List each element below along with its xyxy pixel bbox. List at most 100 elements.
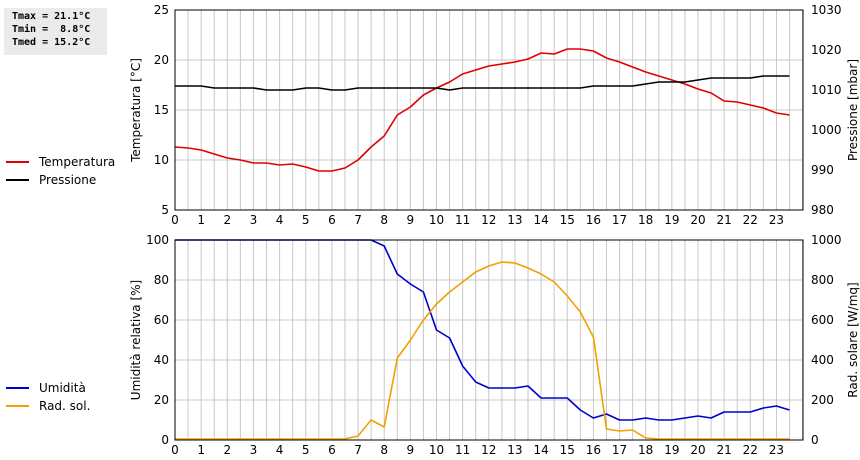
bottom-legend: Umidità Rad. sol. <box>6 379 90 415</box>
chart1-x-tick-label: 21 <box>717 213 732 227</box>
chart2-x-tick-label: 0 <box>171 443 179 457</box>
chart2-y2-axis-title: Rad. solare [W/mq] <box>846 282 860 397</box>
chart1-y-tick-label: 15 <box>154 103 169 117</box>
chart2-x-tick-label: 15 <box>560 443 575 457</box>
chart2-x-tick-label: 21 <box>717 443 732 457</box>
chart2-x-tick-label: 20 <box>690 443 705 457</box>
chart2-y-tick-label: 0 <box>161 433 169 447</box>
chart2-x-tick-label: 19 <box>664 443 679 457</box>
chart1-y-axis-title: Temperatura [°C] <box>129 58 143 163</box>
chart2-y-tick-label: 40 <box>154 353 169 367</box>
chart2-x-tick-label: 4 <box>276 443 284 457</box>
chart2-frame <box>174 239 804 441</box>
legend-swatch-pressione <box>6 179 29 181</box>
chart1-series-2-line <box>175 75 790 91</box>
chart1-x-tick-label: 8 <box>380 213 388 227</box>
chart1-x-tick-label: 4 <box>276 213 284 227</box>
chart2-x-tick-label: 14 <box>533 443 548 457</box>
chart1-x-tick-label: 7 <box>354 213 362 227</box>
chart1-x-tick-label: 12 <box>481 213 496 227</box>
chart1-x-tick-label: 5 <box>302 213 310 227</box>
chart1-y-tick-label: 5 <box>161 203 169 217</box>
chart1-x-tick-label: 15 <box>560 213 575 227</box>
legend-item-temperatura: Temperatura <box>6 153 115 171</box>
chart2-x-tick-label: 2 <box>223 443 231 457</box>
chart2-x-tick-label: 8 <box>380 443 388 457</box>
chart2-y2-tick-label: 200 <box>811 393 834 407</box>
chart2-y-axis-title: Umidità relativa [%] <box>129 280 143 400</box>
chart1-series-1-line <box>174 48 790 172</box>
chart1-x-tick-label: 14 <box>533 213 548 227</box>
chart2-y2-tick-label: 1000 <box>811 233 842 247</box>
chart1-x-tick-label: 11 <box>455 213 470 227</box>
chart2-x-tick-label: 6 <box>328 443 336 457</box>
chart1-x-tick-label: 2 <box>223 213 231 227</box>
chart1-x-tick-label: 19 <box>664 213 679 227</box>
top-legend: Temperatura Pressione <box>6 153 115 189</box>
chart2-x-tick-label: 7 <box>354 443 362 457</box>
chart1-y2-tick-label: 1000 <box>811 123 842 137</box>
chart1-x-tick-label: 16 <box>586 213 601 227</box>
chart2-y-tick-label: 20 <box>154 393 169 407</box>
tmax-text: Tmax = 21.1°C <box>12 11 91 22</box>
chart1-x-tick-label: 22 <box>743 213 758 227</box>
chart2-x-tick-label: 1 <box>197 443 205 457</box>
chart2-x-tick-label: 3 <box>250 443 258 457</box>
legend-label-rad-sol: Rad. sol. <box>39 399 91 413</box>
legend-label-pressione: Pressione <box>39 173 97 187</box>
chart1-y-tick-label: 20 <box>154 53 169 67</box>
chart2-y-tick-label: 100 <box>146 233 169 247</box>
chart2-y2-tick-label: 800 <box>811 273 834 287</box>
chart1-x-tick-label: 9 <box>407 213 415 227</box>
chart1-x-tick-label: 0 <box>171 213 179 227</box>
chart2-y-tick-label: 80 <box>154 273 169 287</box>
chart1-y2-tick-label: 990 <box>811 163 834 177</box>
chart2-x-tick-label: 10 <box>429 443 444 457</box>
chart1-x-tick-label: 17 <box>612 213 627 227</box>
chart2-x-tick-label: 13 <box>507 443 522 457</box>
chart2-x-tick-label: 9 <box>407 443 415 457</box>
chart1-x-tick-label: 23 <box>769 213 784 227</box>
chart2-y2-tick-label: 400 <box>811 353 834 367</box>
chart2-x-tick-label: 17 <box>612 443 627 457</box>
chart2-x-tick-label: 12 <box>481 443 496 457</box>
tmed-text: Tmed = 15.2°C <box>12 37 91 48</box>
chart1-x-tick-label: 18 <box>638 213 653 227</box>
chart1-x-tick-label: 1 <box>197 213 205 227</box>
legend-swatch-umidita <box>6 387 29 389</box>
chart2-y2-tick-label: 0 <box>811 433 819 447</box>
legend-label-temperatura: Temperatura <box>39 155 116 169</box>
chart1-y2-tick-label: 1030 <box>811 3 842 17</box>
chart2-x-tick-label: 18 <box>638 443 653 457</box>
chart1-y-tick-label: 25 <box>154 3 169 17</box>
chart2-x-tick-label: 23 <box>769 443 784 457</box>
chart2-x-tick-label: 22 <box>743 443 758 457</box>
legend-item-rad-sol: Rad. sol. <box>6 397 90 415</box>
chart1-y-tick-label: 10 <box>154 153 169 167</box>
chart2-x-tick-label: 5 <box>302 443 310 457</box>
chart2-series-2-line <box>175 261 790 440</box>
chart2-series-1-line <box>175 239 790 421</box>
chart1-y2-tick-label: 980 <box>811 203 834 217</box>
stats-box: Tmax = 21.1°C Tmin = 8.8°C Tmed = 15.2°C <box>4 8 107 55</box>
legend-item-pressione: Pressione <box>6 171 115 189</box>
chart1-y2-axis-title: Pressione [mbar] <box>846 59 860 161</box>
legend-swatch-temperatura <box>6 161 29 163</box>
chart2-x-tick-label: 11 <box>455 443 470 457</box>
chart1-x-tick-label: 13 <box>507 213 522 227</box>
chart1-x-tick-label: 20 <box>690 213 705 227</box>
chart1-y2-tick-label: 1010 <box>811 83 842 97</box>
chart2-y2-tick-label: 600 <box>811 313 834 327</box>
chart1-frame <box>174 9 804 211</box>
chart2-y-tick-label: 60 <box>154 313 169 327</box>
legend-label-umidita: Umidità <box>39 381 86 395</box>
legend-item-umidita: Umidità <box>6 379 90 397</box>
chart1-x-tick-label: 6 <box>328 213 336 227</box>
chart1-x-tick-label: 3 <box>250 213 258 227</box>
legend-swatch-rad-sol <box>6 405 29 407</box>
chart2-x-tick-label: 16 <box>586 443 601 457</box>
tmin-text: Tmin = 8.8°C <box>12 24 91 35</box>
chart1-y2-tick-label: 1020 <box>811 43 842 57</box>
chart1-x-tick-label: 10 <box>429 213 444 227</box>
